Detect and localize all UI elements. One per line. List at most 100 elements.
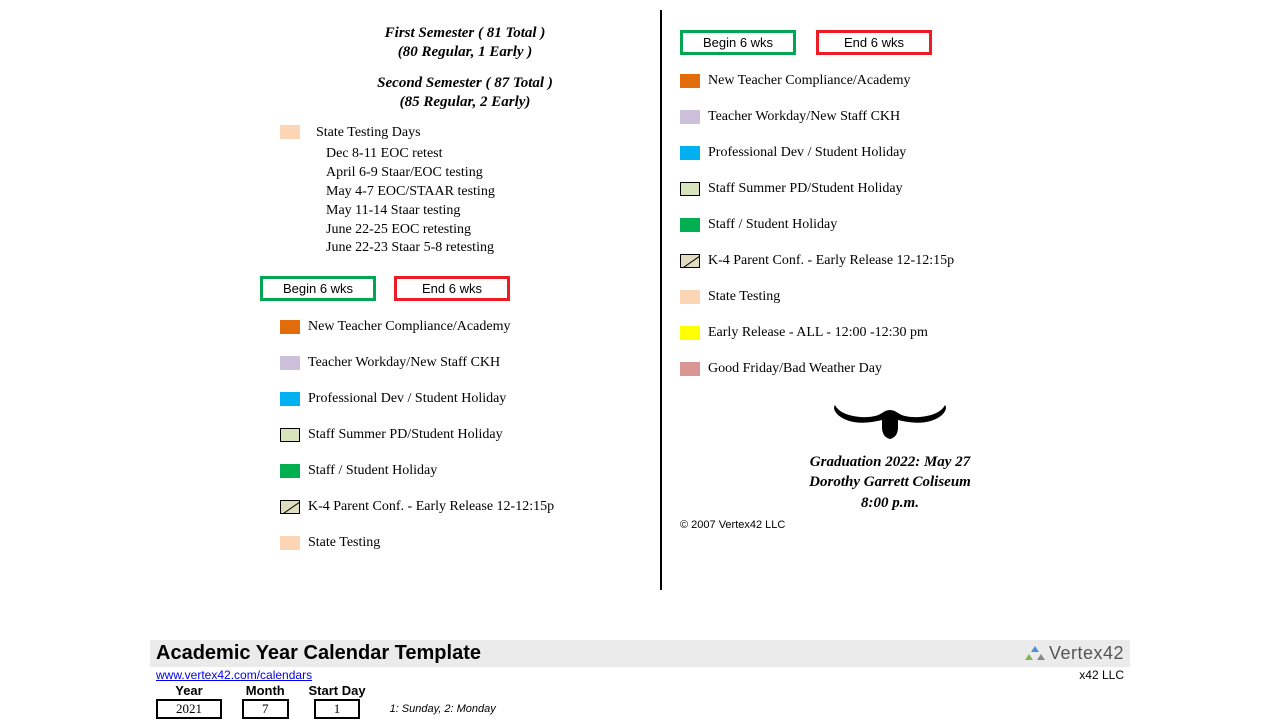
legend-item: New Teacher Compliance/Academy	[680, 73, 1100, 89]
legend-label: Staff Summer PD/Student Holiday	[708, 181, 903, 197]
template-title-row: Academic Year Calendar Template Vertex42	[150, 640, 1130, 667]
begin-end-row-left: Begin 6 wks End 6 wks	[260, 276, 650, 301]
legend-label: Early Release - ALL - 12:00 -12:30 pm	[708, 325, 928, 341]
template-title: Academic Year Calendar Template	[156, 642, 481, 665]
begin-6wks-box: Begin 6 wks	[680, 30, 796, 55]
legend-label: Professional Dev / Student Holiday	[708, 145, 906, 161]
legend-swatch	[280, 500, 300, 514]
legend-item: Staff / Student Holiday	[680, 217, 1100, 233]
startday-label: Start Day	[309, 683, 366, 698]
legend-label: K-4 Parent Conf. - Early Release 12-12:1…	[708, 253, 954, 269]
right-column: Begin 6 wks End 6 wks New Teacher Compli…	[680, 30, 1100, 531]
legend-item: Staff Summer PD/Student Holiday	[680, 181, 1100, 197]
startday-note: 1: Sunday, 2: Monday	[390, 703, 496, 715]
month-value[interactable]: 7	[242, 699, 289, 719]
legend-item: State Testing	[680, 289, 1100, 305]
graduation-line1: Graduation 2022: May 27	[680, 452, 1100, 472]
testing-dates-list: Dec 8-11 EOC retestApril 6-9 Staar/EOC t…	[326, 145, 650, 258]
legend-swatch	[680, 326, 700, 340]
testing-date-line: Dec 8-11 EOC retest	[326, 145, 650, 164]
graduation-block: Graduation 2022: May 27 Dorothy Garrett …	[680, 397, 1100, 513]
calendar-legend-page: First Semester ( 81 Total ) (80 Regular,…	[0, 0, 1279, 719]
end-6wks-box: End 6 wks	[816, 30, 932, 55]
second-semester-sub: (85 Regular, 2 Early)	[280, 94, 650, 111]
template-link[interactable]: www.vertex42.com/calendars	[156, 668, 312, 682]
legend-swatch	[680, 290, 700, 304]
vertex42-logo-text: Vertex42	[1049, 643, 1124, 664]
testing-date-line: April 6-9 Staar/EOC testing	[326, 164, 650, 183]
month-label: Month	[246, 683, 285, 698]
begin-6wks-box: Begin 6 wks	[260, 276, 376, 301]
legend-item: New Teacher Compliance/Academy	[280, 319, 650, 335]
legend-label: Teacher Workday/New Staff CKH	[708, 109, 900, 125]
year-label: Year	[175, 683, 202, 698]
template-params-row: Year 2021 Month 7 Start Day 1 1: Sunday,…	[150, 683, 1130, 719]
legend-right: New Teacher Compliance/Academy Teacher Wo…	[680, 73, 1100, 377]
begin-end-row-right: Begin 6 wks End 6 wks	[680, 30, 1100, 55]
legend-label: State Testing	[708, 289, 780, 305]
legend-swatch	[680, 74, 700, 88]
copyright-text: © 2007 Vertex42 LLC	[680, 519, 1100, 531]
end-6wks-box: End 6 wks	[394, 276, 510, 301]
legend-label: K-4 Parent Conf. - Early Release 12-12:1…	[308, 499, 554, 515]
legend-swatch	[280, 536, 300, 550]
testing-date-line: June 22-25 EOC retesting	[326, 221, 650, 240]
legend-swatch	[680, 110, 700, 124]
legend-left: New Teacher Compliance/Academy Teacher Wo…	[280, 319, 650, 551]
legend-item: Good Friday/Bad Weather Day	[680, 361, 1100, 377]
legend-label: Staff / Student Holiday	[308, 463, 437, 479]
legend-swatch	[280, 464, 300, 478]
legend-item: Professional Dev / Student Holiday	[680, 145, 1100, 161]
legend-label: New Teacher Compliance/Academy	[708, 73, 910, 89]
legend-item: Staff / Student Holiday	[280, 463, 650, 479]
first-semester-sub: (80 Regular, 1 Early )	[280, 44, 650, 61]
legend-item: K-4 Parent Conf. - Early Release 12-12:1…	[680, 253, 1100, 269]
legend-item: K-4 Parent Conf. - Early Release 12-12:1…	[280, 499, 650, 515]
year-value[interactable]: 2021	[156, 699, 222, 719]
legend-item: Teacher Workday/New Staff CKH	[280, 355, 650, 371]
legend-label: Teacher Workday/New Staff CKH	[308, 355, 500, 371]
testing-date-line: May 4-7 EOC/STAAR testing	[326, 183, 650, 202]
legend-item: Early Release - ALL - 12:00 -12:30 pm	[680, 325, 1100, 341]
vertical-divider	[660, 10, 662, 590]
legend-swatch	[680, 254, 700, 268]
legend-item: State Testing	[280, 535, 650, 551]
second-semester-title: Second Semester ( 87 Total )	[280, 75, 650, 92]
longhorn-icon	[830, 397, 950, 441]
legend-item: Teacher Workday/New Staff CKH	[680, 109, 1100, 125]
legend-swatch	[280, 356, 300, 370]
param-startday: Start Day 1	[309, 683, 366, 719]
legend-label: Staff Summer PD/Student Holiday	[308, 427, 503, 443]
legend-swatch	[680, 146, 700, 160]
legend-label: Staff / Student Holiday	[708, 217, 837, 233]
legend-swatch	[280, 320, 300, 334]
template-right-text: x42 LLC	[1079, 668, 1124, 682]
legend-swatch	[280, 428, 300, 442]
vertex42-logo: Vertex42	[1025, 643, 1124, 664]
template-link-row: www.vertex42.com/calendars x42 LLC	[150, 667, 1130, 683]
legend-label: New Teacher Compliance/Academy	[308, 319, 510, 335]
legend-swatch	[680, 182, 700, 196]
legend-label: State Testing	[308, 535, 380, 551]
state-testing-header: State Testing Days	[316, 125, 421, 141]
testing-date-line: June 22-23 Staar 5-8 retesting	[326, 239, 650, 258]
template-footer: Academic Year Calendar Template Vertex42…	[150, 640, 1130, 719]
first-semester-title: First Semester ( 81 Total )	[280, 25, 650, 42]
legend-swatch	[680, 218, 700, 232]
state-testing-swatch	[280, 125, 300, 139]
state-testing-section: State Testing Days Dec 8-11 EOC retestAp…	[280, 125, 650, 258]
vertex42-icon	[1025, 644, 1045, 664]
startday-value[interactable]: 1	[314, 699, 361, 719]
legend-swatch	[280, 392, 300, 406]
left-column: First Semester ( 81 Total ) (80 Regular,…	[280, 25, 650, 571]
param-year: Year 2021	[156, 683, 222, 719]
param-month: Month 7	[242, 683, 289, 719]
graduation-line2: Dorothy Garrett Coliseum	[680, 472, 1100, 492]
testing-date-line: May 11-14 Staar testing	[326, 202, 650, 221]
legend-item: Staff Summer PD/Student Holiday	[280, 427, 650, 443]
graduation-line3: 8:00 p.m.	[680, 493, 1100, 513]
legend-label: Professional Dev / Student Holiday	[308, 391, 506, 407]
legend-item: Professional Dev / Student Holiday	[280, 391, 650, 407]
legend-swatch	[680, 362, 700, 376]
legend-label: Good Friday/Bad Weather Day	[708, 361, 882, 377]
